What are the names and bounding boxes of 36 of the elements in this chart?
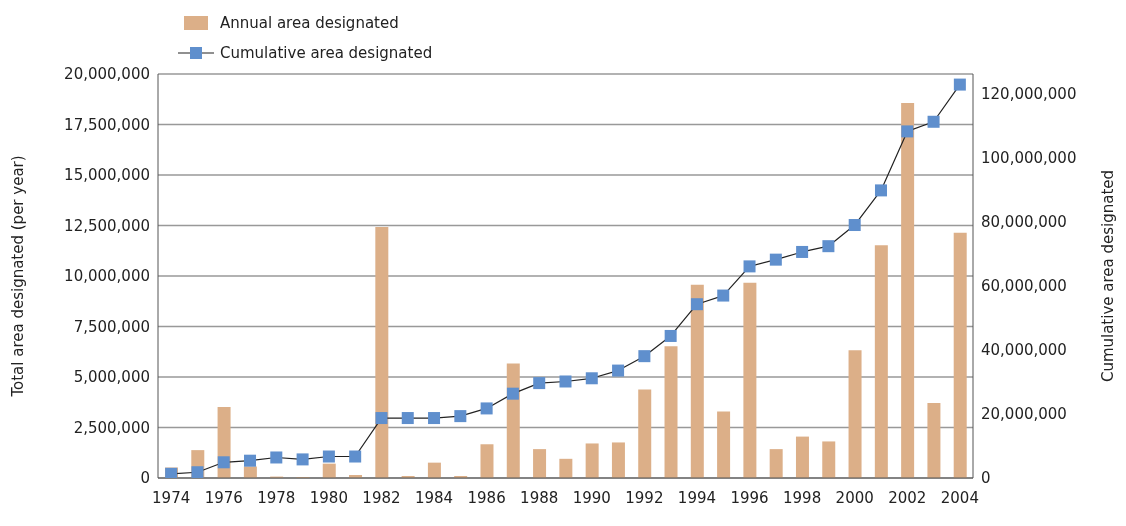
x-tick-label: 1984 <box>414 488 454 507</box>
x-tick-label: 1998 <box>783 488 822 507</box>
x-tick-label: 1992 <box>625 488 664 507</box>
x-tick-label: 2004 <box>940 488 979 507</box>
x-tick-label: 1976 <box>204 488 243 507</box>
x-tick-label: 1990 <box>572 488 611 507</box>
y2-axis-title: Cumulative area designated <box>1099 169 1118 383</box>
y-tick-label: 5,000,000 <box>73 368 150 387</box>
y-tick-label: 10,000,000 <box>64 267 150 286</box>
y2-tick-label: 100,000,000 <box>981 148 1077 167</box>
legend-label: Annual area designated <box>220 14 399 32</box>
y2-tick-label: 40,000,000 <box>981 341 1067 360</box>
y-tick-label: 20,000,000 <box>64 65 150 84</box>
y2-tick-label: 20,000,000 <box>981 405 1067 424</box>
y-tick-label: 0 <box>140 469 150 488</box>
y-tick-label: 2,500,000 <box>73 418 150 437</box>
y2-tick-label: 80,000,000 <box>981 212 1067 231</box>
x-tick-label: 1996 <box>730 488 769 507</box>
y-tick-label: 17,500,000 <box>64 115 150 134</box>
x-tick-label: 2000 <box>835 488 874 507</box>
x-tick-label: 1982 <box>362 488 401 507</box>
x-tick-label: 1980 <box>309 488 348 507</box>
y2-tick-label: 60,000,000 <box>981 276 1067 295</box>
x-tick-label: 1974 <box>152 488 191 507</box>
legend-label: Cumulative area designated <box>220 44 433 62</box>
y-tick-label: 12,500,000 <box>64 216 150 235</box>
x-tick-label: 1988 <box>520 488 559 507</box>
x-tick-label: 1978 <box>257 488 296 507</box>
y2-tick-label: 120,000,000 <box>981 84 1077 103</box>
y2-tick-label: 0 <box>981 469 991 488</box>
x-tick-label: 2002 <box>888 488 927 507</box>
y-tick-label: 7,500,000 <box>73 317 150 336</box>
y-axis-title: Total area designated (per year) <box>9 155 28 398</box>
x-tick-label: 1994 <box>677 488 717 507</box>
x-tick-label: 1986 <box>467 488 506 507</box>
y-tick-label: 15,000,000 <box>64 166 150 185</box>
